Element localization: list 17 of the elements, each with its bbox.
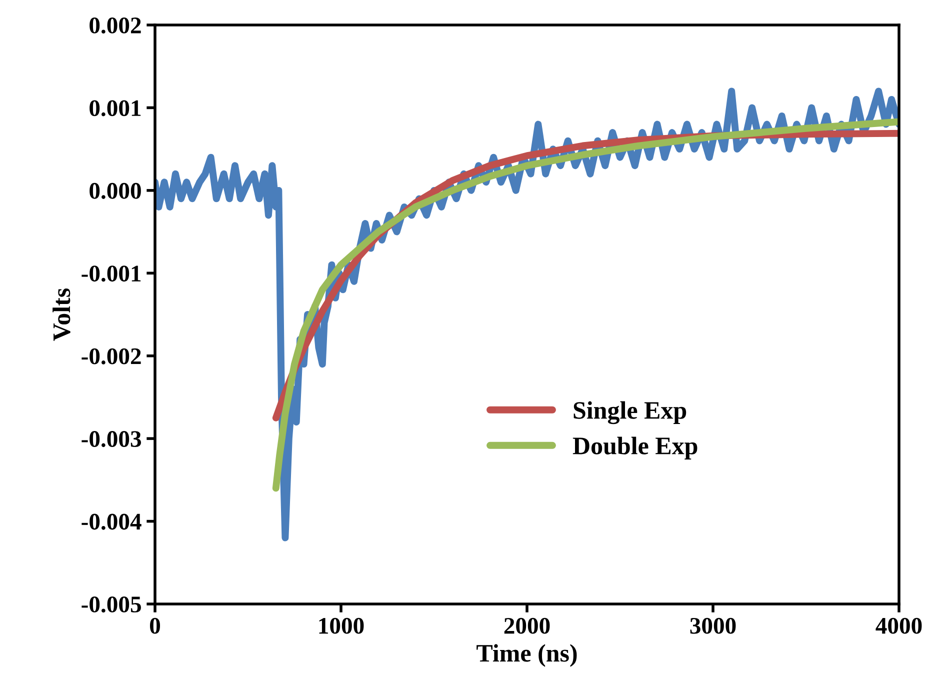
- x-tick-label: 1000: [319, 618, 364, 634]
- x-tick-label: 3000: [690, 618, 736, 634]
- y-tick-label: 0.002: [90, 17, 141, 34]
- y-tick-label: -0.004: [82, 514, 142, 530]
- y-axis-title: Volts: [52, 288, 70, 341]
- x-tick-label: 0: [150, 618, 160, 634]
- y-tick-label: -0.003: [82, 431, 141, 448]
- legend-label: Double Exp: [572, 436, 698, 460]
- x-tick-label: 2000: [504, 618, 550, 634]
- x-axis-title: Time (ns): [476, 644, 577, 667]
- y-tick-label: -0.005: [82, 596, 141, 613]
- y-tick-label: -0.002: [82, 348, 141, 364]
- x-tick-label: 4000: [876, 618, 922, 634]
- y-tick-label: 0.000: [90, 182, 141, 199]
- legend-label: Single Exp: [574, 401, 686, 424]
- y-tick-label: 0.001: [90, 100, 141, 116]
- y-tick-label: -0.001: [82, 266, 141, 282]
